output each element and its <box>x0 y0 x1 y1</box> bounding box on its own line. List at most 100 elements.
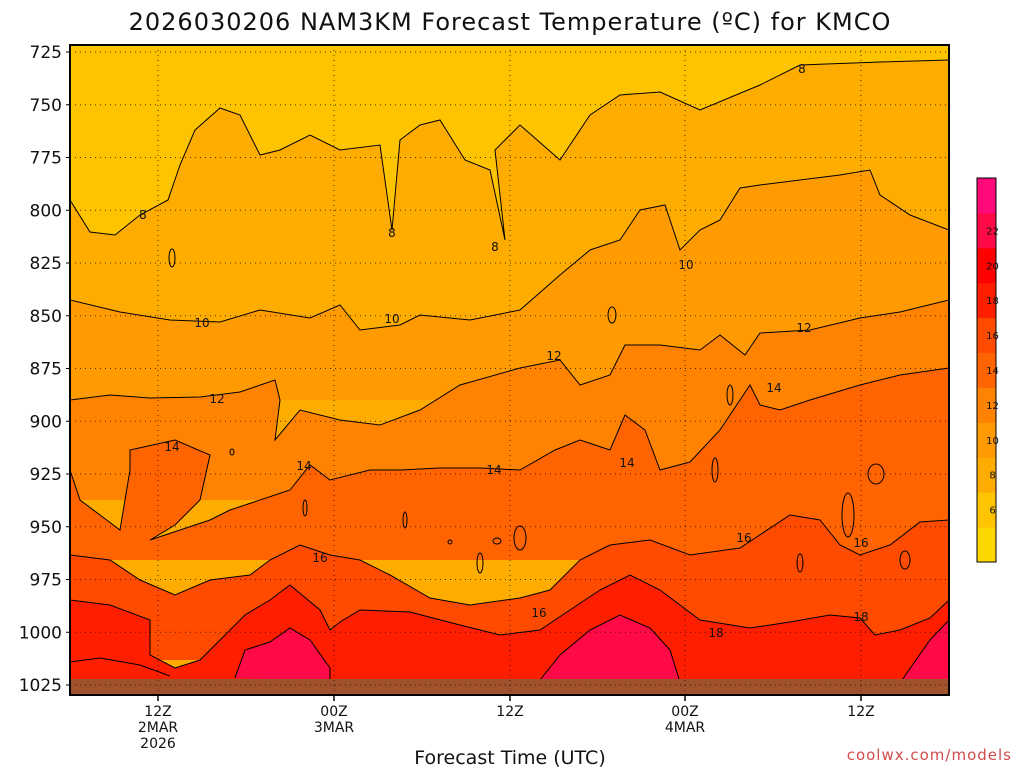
colorbar: 6 8 10 12 14 16 18 20 22 <box>976 177 999 563</box>
y-tick-label: 1025 <box>19 676 62 696</box>
x-tick-label: 00Z <box>320 704 347 720</box>
contour-label: 10 <box>678 258 693 272</box>
colorbar-segment <box>977 282 996 319</box>
isotherm-line-1 <box>70 169 949 331</box>
colorbar-tick-label: 10 <box>986 436 999 447</box>
contour-label: 14 <box>766 381 781 395</box>
plot-area: 8 8 8 8 10 10 10 12 12 12 14 14 14 14 14 16 16 16 16 18 18 <box>70 45 949 695</box>
isotherm-blob-2 <box>726 384 734 406</box>
colorbar-segment <box>977 317 996 354</box>
contour-label: 10 <box>384 312 399 326</box>
isotherm-blob-8 <box>899 550 911 570</box>
contour-label: 16 <box>736 531 751 545</box>
y-tick-label: 800 <box>30 201 62 221</box>
isotherm-line-0 <box>70 59 949 241</box>
isotherm-blob-6 <box>302 499 308 517</box>
x-tick-label: 12Z <box>144 704 171 720</box>
contour-labels: 8 8 8 8 10 10 10 12 12 12 14 14 14 14 14 16 16 16 16 18 18 <box>139 62 868 640</box>
isotherm-blob-10 <box>841 492 855 538</box>
y-tick-label: 875 <box>30 360 62 380</box>
y-tick-label: 925 <box>30 465 62 485</box>
isotherm-blob-11 <box>513 525 527 551</box>
y-axis-ticks: 725 750 775 800 825 850 875 900 925 950 975 1000 102… <box>19 43 70 696</box>
contour-label: 14 <box>619 456 634 470</box>
colorbar-segment <box>977 387 996 423</box>
isotherm-blob-12 <box>229 448 235 456</box>
contour-label: 8 <box>798 62 806 76</box>
isotherm-line-8 <box>70 657 171 677</box>
isotherm-line-7 <box>539 614 681 683</box>
colorbar-segment <box>977 492 996 528</box>
y-tick-label: 975 <box>30 571 62 591</box>
contour-label: 8 <box>491 240 499 254</box>
isotherm-blob-0 <box>168 248 176 268</box>
contour-label: 14 <box>486 463 501 477</box>
x-tick-label: 12Z <box>847 704 874 720</box>
colorbar-tick-label: 12 <box>986 401 999 412</box>
isotherm-line-3 <box>70 367 949 541</box>
colorbar-segment <box>977 212 996 249</box>
fill-band-0 <box>70 45 949 240</box>
isotherm-blob-7 <box>796 553 804 573</box>
isotherm-blob-9 <box>867 463 885 485</box>
isotherm-line-4 <box>70 514 949 606</box>
colorbar-tick-label: 14 <box>986 366 999 377</box>
colorbar-tick-label: 22 <box>986 226 999 237</box>
y-tick-label: 950 <box>30 518 62 538</box>
colorbar-tick-label: 6 <box>989 506 995 517</box>
chart-title: 2026030206 NAM3KM Forecast Temperature (… <box>129 8 892 36</box>
contour-label: 12 <box>209 392 224 406</box>
contour-label: 16 <box>853 536 868 550</box>
isotherm-line-6 <box>234 627 331 682</box>
gridlines <box>70 45 949 695</box>
credit-text: coolwx.com/models <box>847 746 1012 764</box>
contour-label: 12 <box>546 349 561 363</box>
x-axis-label: Forecast Time (UTC) <box>414 747 605 768</box>
colorbar-tick-label: 20 <box>986 261 999 272</box>
fill-band-8 <box>895 620 949 695</box>
fill-band-3 <box>70 368 949 560</box>
contour-label: 16 <box>312 551 327 565</box>
y-tick-label: 825 <box>30 254 62 274</box>
colorbar-tick-label: 16 <box>986 331 999 342</box>
isotherm-line-5 <box>70 574 949 669</box>
ground-strip <box>70 679 949 695</box>
y-tick-label: 750 <box>30 96 62 116</box>
y-tick-label: 900 <box>30 412 62 432</box>
contour-label: 16 <box>531 606 546 620</box>
colorbar-segment <box>977 527 996 563</box>
colorbar-segment <box>977 247 996 284</box>
contour-label: 18 <box>708 626 723 640</box>
isotherm-blob-13 <box>492 537 502 545</box>
x-tick-label: 12Z <box>496 704 523 720</box>
colorbar-tick-label: 8 <box>989 471 995 482</box>
x-tick-label: 2MAR <box>138 720 179 736</box>
x-tick-label: 4MAR <box>665 720 706 736</box>
y-tick-label: 725 <box>30 43 62 63</box>
colorbar-segment <box>977 352 996 388</box>
colorbar-segment <box>977 178 996 214</box>
contour-label: 14 <box>296 459 311 473</box>
colorbar-segment <box>977 422 996 458</box>
x-tick-label: 3MAR <box>314 720 355 736</box>
contour-label: 8 <box>139 208 147 222</box>
contour-label: 12 <box>796 321 811 335</box>
x-tick-label: 00Z <box>671 704 698 720</box>
isotherm-blob-4 <box>476 552 484 574</box>
isotherm-blob-1 <box>607 306 617 324</box>
contour-label: 18 <box>853 610 868 624</box>
isotherm-line-9 <box>894 619 949 691</box>
isotherm-lines <box>70 59 949 691</box>
contour-label: 8 <box>388 226 396 240</box>
isotherm-blob-14 <box>447 539 453 545</box>
isotherm-blob-3 <box>711 457 719 483</box>
y-tick-label: 850 <box>30 307 62 327</box>
y-tick-label: 1000 <box>19 623 62 643</box>
colorbar-segment <box>977 457 996 493</box>
colorbar-tick-label: 18 <box>986 296 999 307</box>
isotherm-blob-5 <box>402 511 408 529</box>
colorbar-frame <box>976 177 997 563</box>
x-tick-label: 2026 <box>140 736 176 752</box>
